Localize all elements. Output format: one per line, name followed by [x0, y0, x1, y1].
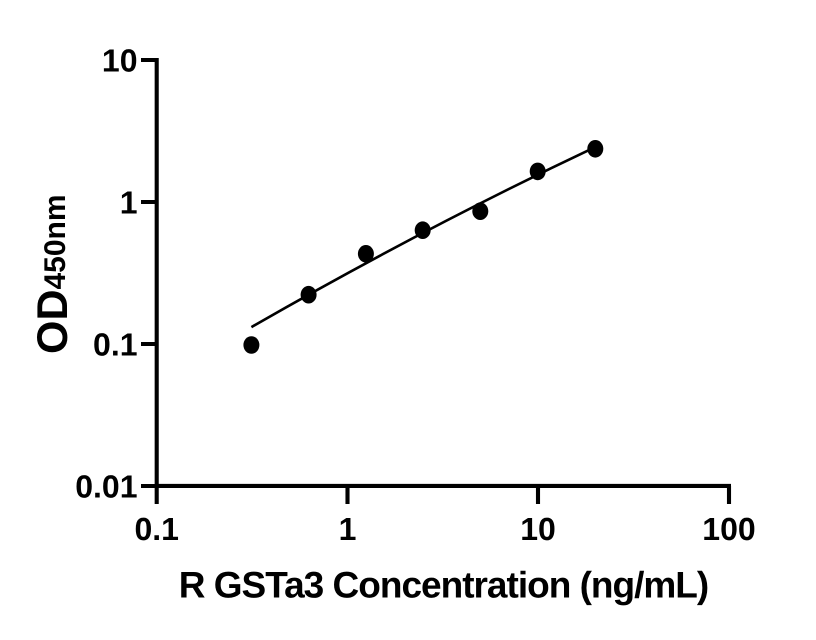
svg-text:1: 1	[120, 185, 138, 221]
svg-text:10: 10	[520, 511, 556, 547]
svg-text:OD450nm: OD450nm	[29, 194, 77, 354]
svg-text:R GSTa3 Concentration (ng/mL): R GSTa3 Concentration (ng/mL)	[179, 565, 708, 606]
svg-text:0.01: 0.01	[75, 469, 137, 505]
svg-text:0.1: 0.1	[134, 511, 178, 547]
svg-text:0.1: 0.1	[93, 327, 137, 363]
svg-text:10: 10	[102, 43, 138, 79]
svg-text:1: 1	[339, 511, 357, 547]
svg-text:100: 100	[702, 511, 755, 547]
